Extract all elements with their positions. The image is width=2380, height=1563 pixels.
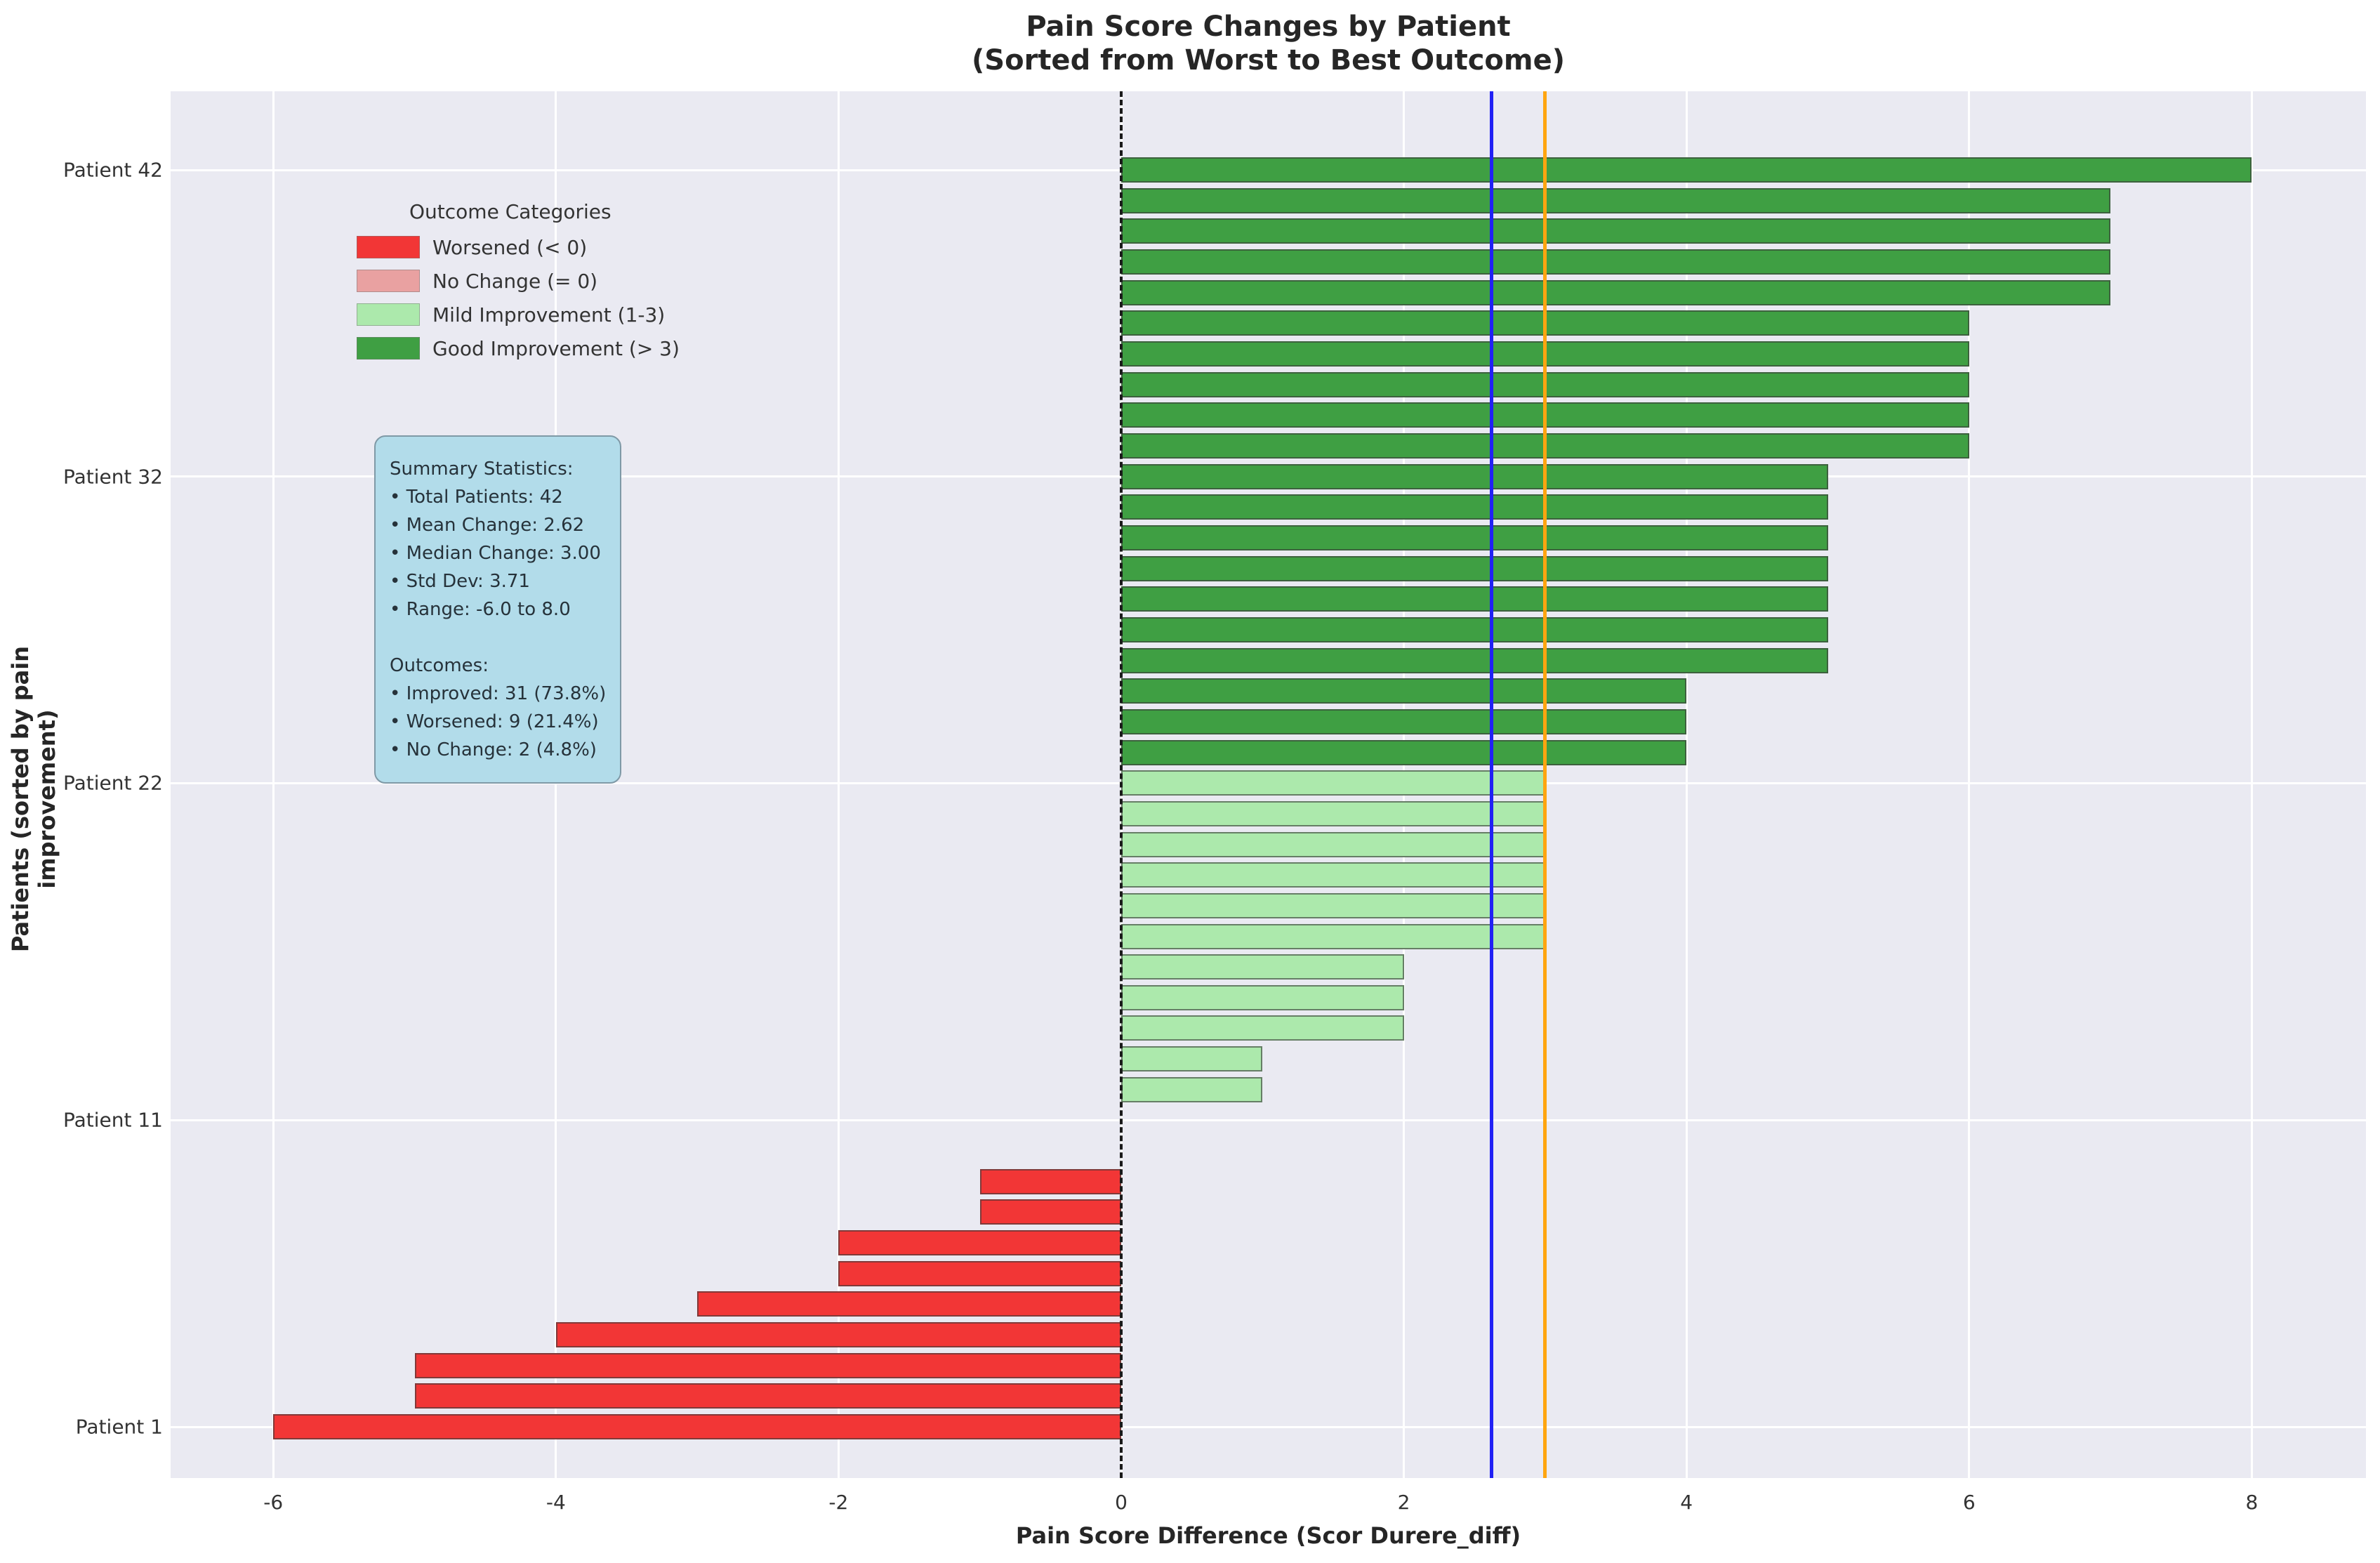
legend-entry: No Change (= 0) [357, 264, 680, 298]
stats-line: • Std Dev: 3.71 [390, 571, 530, 592]
bar [1121, 708, 1687, 734]
bar [979, 1168, 1121, 1194]
bar [1121, 1015, 1404, 1041]
legend-swatch [357, 337, 420, 360]
chart-title: Pain Score Changes by Patient (Sorted fr… [171, 10, 2366, 77]
bar [1121, 586, 1828, 612]
bar [697, 1291, 1121, 1317]
stats-line: • Mean Change: 2.62 [390, 515, 585, 536]
bar [838, 1260, 1121, 1286]
legend-label: Mild Improvement (1-3) [432, 303, 666, 327]
bar [1121, 800, 1545, 826]
vertical-gridline [1685, 91, 1688, 1478]
stats-line: Summary Statistics: [390, 459, 574, 480]
bar [1121, 555, 1828, 581]
bar [1121, 954, 1404, 980]
y-tick-label: Patient 42 [62, 158, 163, 182]
x-tick-label: -6 [263, 1491, 284, 1514]
bar [1121, 279, 2111, 305]
stats-line: • Improved: 31 (73.8%) [390, 683, 607, 704]
x-tick-label: -2 [828, 1491, 849, 1514]
bar [1121, 984, 1404, 1010]
bar [1121, 218, 2111, 244]
plot-area: Outcome Categories Worsened (< 0) No Chan… [171, 91, 2366, 1478]
vertical-gridline [837, 91, 840, 1478]
x-tick-label: 6 [1962, 1491, 1976, 1514]
horizontal-gridline [171, 1119, 2366, 1121]
zero-reference-line [1120, 91, 1123, 1478]
legend-entry: Good Improvement (> 3) [357, 331, 680, 365]
stats-line: • No Change: 2 (4.8%) [390, 739, 597, 760]
bar [1121, 739, 1687, 765]
bar [1121, 1076, 1263, 1102]
legend-entries: Worsened (< 0) No Change (= 0) Mild Improv… [357, 230, 680, 365]
stats-line [390, 624, 606, 652]
x-tick-label: 0 [1115, 1491, 1128, 1514]
bar [1121, 678, 1687, 704]
stats-line: • Range: -6.0 to 8.0 [390, 599, 571, 620]
stats-line: • Total Patients: 42 [390, 487, 563, 508]
x-tick-label: 4 [1680, 1491, 1693, 1514]
vertical-gridline [1968, 91, 1971, 1478]
bar [838, 1230, 1121, 1256]
stats-line: • Worsened: 9 (21.4%) [390, 711, 599, 732]
legend-swatch [357, 236, 420, 258]
bar [414, 1383, 1121, 1409]
bar [1121, 525, 1828, 550]
bar [1121, 616, 1828, 642]
bar [1121, 892, 1545, 918]
summary-stats-box: Summary Statistics: • Total Patients: 42 •… [374, 435, 621, 784]
y-tick-label: Patient 32 [62, 465, 163, 489]
y-tick-label: Patient 11 [62, 1108, 163, 1132]
bar [1121, 770, 1545, 796]
bar [1121, 494, 1828, 520]
legend-entry: Mild Improvement (1-3) [357, 298, 680, 331]
x-tick-label: 2 [1397, 1491, 1410, 1514]
bar [1121, 249, 2111, 275]
bar [414, 1352, 1121, 1378]
x-tick-label: -4 [546, 1491, 566, 1514]
vertical-gridline [2250, 91, 2253, 1478]
horizontal-gridline [171, 1425, 2366, 1428]
legend-swatch [357, 303, 420, 326]
bar [1121, 463, 1828, 489]
bar [1121, 647, 1828, 673]
y-tick-label: Patient 1 [75, 1415, 163, 1439]
bar [555, 1322, 1121, 1348]
legend-title: Outcome Categories [409, 200, 611, 223]
vertical-gridline [555, 91, 557, 1478]
stats-line: • Median Change: 3.00 [390, 543, 601, 564]
bar [1121, 831, 1545, 857]
stats-line: Outcomes: [390, 655, 489, 676]
y-tick-label: Patient 22 [62, 771, 163, 795]
legend-label: Worsened (< 0) [432, 235, 588, 259]
y-axis-label: Patients (sorted by pain improvement) [7, 645, 60, 953]
bar [273, 1414, 1121, 1440]
x-tick-label: 8 [2245, 1491, 2259, 1514]
legend-label: No Change (= 0) [432, 269, 598, 293]
legend-entry: Worsened (< 0) [357, 230, 680, 264]
bar [1121, 1046, 1263, 1072]
legend-swatch [357, 270, 420, 292]
vertical-gridline [272, 91, 275, 1478]
bar [1121, 157, 2252, 183]
bar [1121, 187, 2111, 213]
bar [1121, 862, 1545, 888]
chart-title-line2: (Sorted from Worst to Best Outcome) [972, 44, 1565, 77]
median-reference-line [1543, 91, 1547, 1478]
legend: Outcome Categories Worsened (< 0) No Chan… [357, 200, 680, 365]
bar [1121, 923, 1545, 949]
x-axis-label: Pain Score Difference (Scor Durere_diff) [1015, 1522, 1521, 1549]
chart-title-line1: Pain Score Changes by Patient [1026, 11, 1511, 43]
legend-label: Good Improvement (> 3) [432, 336, 680, 360]
bar [979, 1199, 1121, 1225]
mean-reference-line [1489, 91, 1493, 1478]
